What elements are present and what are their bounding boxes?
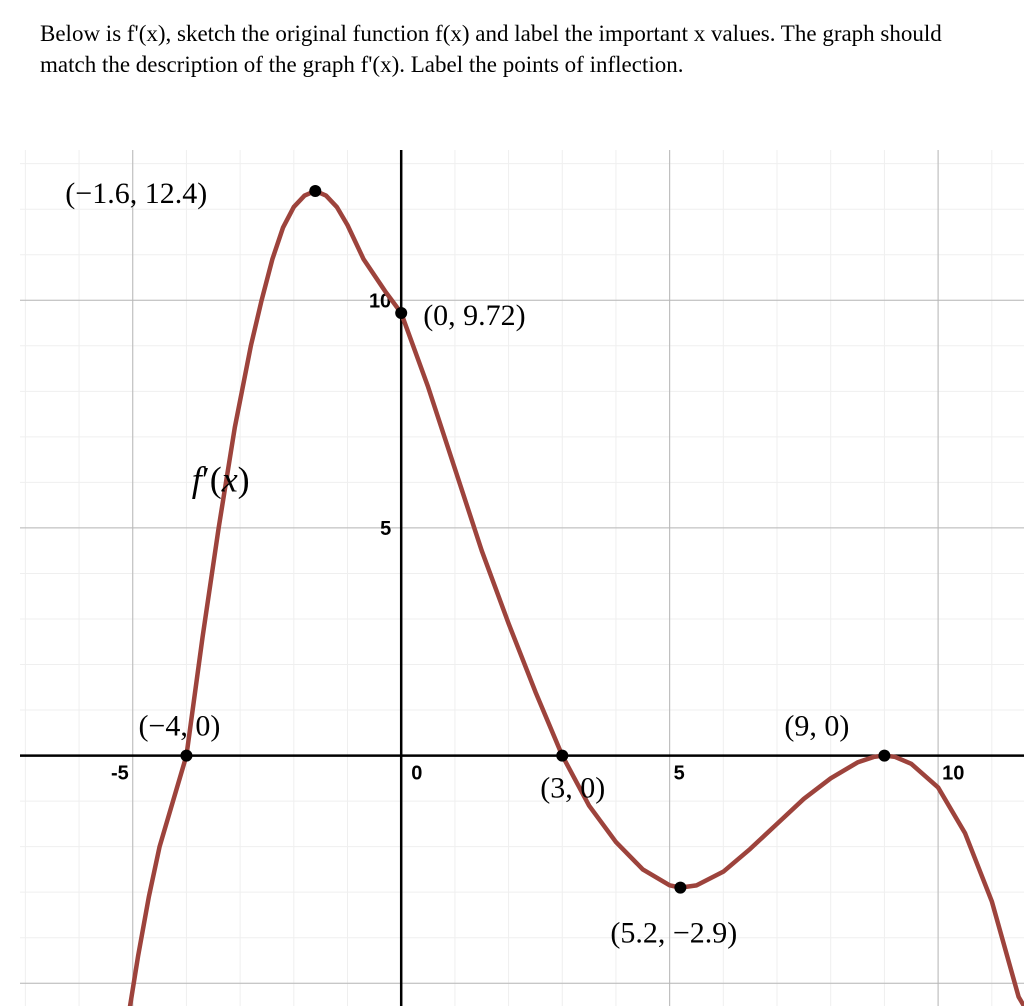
point-label: (3, 0) <box>540 772 605 805</box>
point-label: (0, 9.72) <box>423 299 525 332</box>
point-label: (−4, 0) <box>138 710 220 743</box>
question-text: Below is f'(x), sketch the original func… <box>40 18 980 80</box>
point-label: (5.2, −2.9) <box>610 917 737 950</box>
marked-point <box>878 750 890 762</box>
point-label: (9, 0) <box>784 710 849 743</box>
x-tick-label: 10 <box>942 763 964 785</box>
svg-text:f′(x): f′(x) <box>192 459 250 499</box>
x-tick-label: 0 <box>411 763 422 785</box>
y-tick-label: 5 <box>380 518 391 540</box>
derivative-chart: -50510510f′(x)(−1.6, 12.4)(0, 9.72)(−4, … <box>20 150 1024 1006</box>
marked-point <box>674 882 686 894</box>
chart-svg: -50510510f′(x)(−1.6, 12.4)(0, 9.72)(−4, … <box>20 150 1024 1006</box>
x-tick-label: 5 <box>674 763 685 785</box>
fprime-curve <box>130 191 1024 1006</box>
point-label: (−1.6, 12.4) <box>65 177 207 210</box>
marked-point <box>309 185 321 197</box>
marked-point <box>395 307 407 319</box>
marked-point <box>180 750 192 762</box>
x-tick-label: -5 <box>111 763 129 785</box>
marked-point <box>556 750 568 762</box>
function-label: f′(x) <box>192 459 250 499</box>
